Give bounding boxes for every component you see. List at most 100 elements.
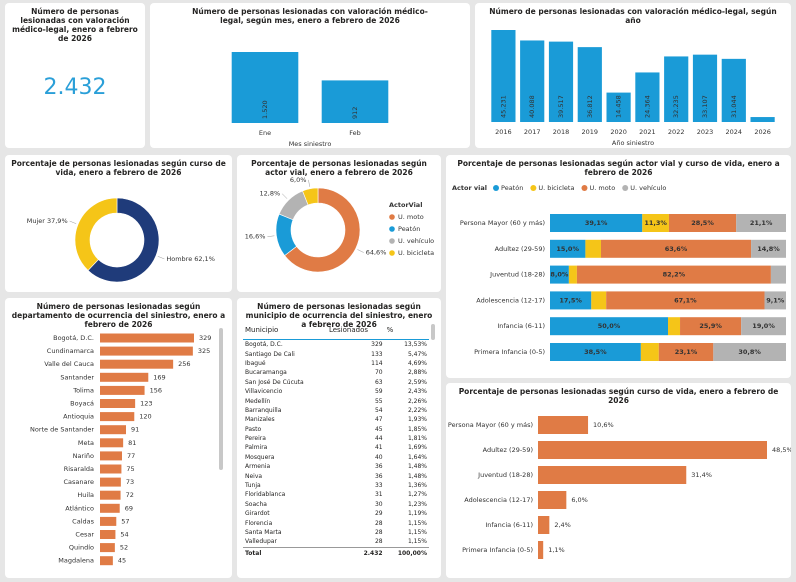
table-row: Tunja 33 1,36% (243, 481, 429, 490)
header-row: Municipio Lesionados% (243, 324, 429, 340)
table-row: Pasto 45 1,85% (243, 425, 429, 434)
value-label: 23,1% (675, 348, 698, 356)
x-tick-label: 2021 (639, 128, 656, 136)
scrollbar[interactable] (219, 328, 223, 470)
table-cell: 1,15% (407, 519, 427, 527)
table-cell: 133 (371, 350, 383, 358)
table-cell: 114 (371, 359, 383, 367)
bar (548, 41, 574, 122)
bar (100, 359, 174, 369)
x-tick-label: 2026 (754, 128, 771, 136)
table-cell: Manizales (245, 416, 275, 424)
value-label: 123 (140, 400, 152, 408)
bar-segment (568, 265, 577, 284)
value-label: 45 (118, 557, 126, 565)
table-cell: Valledupar (245, 538, 277, 546)
chart-title: Número de personas lesionadas con valora… (489, 7, 777, 25)
table-cell: 70 (374, 369, 383, 377)
table-cell: 1,23% (407, 500, 427, 508)
table-cell: Girardot (245, 510, 270, 518)
table-cell: Palmira (245, 444, 268, 452)
table-cell: 1,15% (407, 529, 427, 536)
table-cell: 5,47% (407, 350, 427, 358)
table-row: Medellín 55 2,26% (243, 396, 429, 405)
table-cell: 2,88% (407, 369, 427, 377)
table-row: Bucaramanga 70 2,88% (243, 368, 429, 377)
table-cell: 1,27% (407, 491, 427, 499)
table-cell: 1,93% (407, 416, 427, 424)
table-cell: 1,15% (407, 538, 427, 546)
bar (100, 464, 122, 474)
table-cell: Soacha (245, 500, 267, 508)
total-cell: 100,00% (384, 546, 429, 560)
value-label: 6,0% (571, 496, 588, 504)
value-label: 63,6% (665, 245, 688, 253)
table-cell: 1,36% (407, 482, 427, 490)
table-cell: 33 (374, 482, 383, 490)
legend-marker (622, 185, 629, 191)
column-header[interactable]: % (384, 324, 429, 340)
bar-segment (713, 343, 786, 361)
legend-marker (530, 185, 537, 191)
bar-segment (668, 214, 737, 232)
total-row: Total 2.432 100,00% (243, 546, 429, 560)
y-tick-label: Adultez (29-59) (483, 446, 533, 454)
bar-segment (770, 265, 786, 284)
chart: Persona Mayor (60 y más) 10,6% Adultez (29… (448, 416, 791, 559)
bar (100, 372, 149, 382)
legend-label: U. bicicleta (398, 249, 434, 257)
column-header[interactable]: Lesionados (326, 324, 385, 340)
x-tick-label: 2022 (668, 128, 685, 136)
value-label: 69 (125, 504, 133, 512)
table-row: Pereira 44 1,81% (243, 434, 429, 443)
y-tick-label: Juventud (18-28) (477, 471, 533, 479)
value-label: 24.364 (643, 95, 651, 118)
table-cell: 31 (374, 491, 383, 499)
value-label: 28,5% (691, 219, 714, 227)
table-row: Palmira 41 1,69% (243, 443, 429, 452)
x-axis-title: Mes siniestro (289, 140, 332, 148)
bar (692, 54, 718, 122)
bar-segment (736, 214, 786, 232)
bar (491, 30, 516, 122)
kpi-value: 2.432 (43, 75, 107, 100)
value-label: 73 (126, 478, 134, 486)
table-cell: 55 (374, 397, 383, 405)
value-label: 32.235 (672, 95, 680, 118)
table-row: Armenia 36 1,48% (243, 462, 429, 471)
bar (100, 333, 194, 343)
value-label: 10,6% (593, 421, 614, 429)
column-header[interactable]: Municipio (243, 324, 327, 340)
category-label: Hombre (166, 255, 192, 263)
donut-slice (87, 197, 160, 283)
value-label: 21,1% (750, 219, 773, 227)
chart-title: Porcentaje de personas lesionadas según … (458, 387, 779, 405)
y-tick-label: Adultez (29-59) (495, 245, 545, 253)
table-cell: 47 (374, 416, 383, 424)
table-row: Ibagué 114 4,69% (243, 359, 429, 368)
bar (321, 80, 389, 123)
bar-segment (764, 291, 786, 310)
x-tick-label: 2016 (495, 128, 512, 136)
legend-label: U. vehículo (630, 184, 666, 192)
value-label: 38,5% (584, 348, 607, 356)
table-cell: 1,69% (407, 444, 427, 452)
x-tick-label: 2018 (553, 128, 570, 136)
chart-title: Número de personas lesionadas con valora… (192, 7, 428, 25)
table-cell: Neiva (245, 472, 263, 480)
bar (538, 466, 687, 484)
chart: 1.520 Ene 912 Feb Mes siniestro (231, 52, 389, 148)
bar (538, 491, 567, 509)
y-tick-label: Primera Infancia (0-5) (474, 348, 545, 356)
department-chart: Número de personas lesionadas según depa… (5, 298, 232, 578)
value-label: 33.107 (701, 95, 709, 118)
chart-title: Número de personas lesionadas según depa… (11, 302, 226, 329)
y-tick-label: Santander (60, 373, 94, 381)
legend-marker (389, 226, 395, 232)
table-cell: Barranquilla (245, 406, 282, 414)
legend-label: U. vehículo (398, 237, 434, 245)
scrollbar[interactable] (431, 324, 435, 340)
table-cell: 36 (374, 463, 383, 471)
table-cell: 1,81% (407, 435, 427, 443)
table-row: Santa Marta 28 1,15% (243, 528, 429, 537)
